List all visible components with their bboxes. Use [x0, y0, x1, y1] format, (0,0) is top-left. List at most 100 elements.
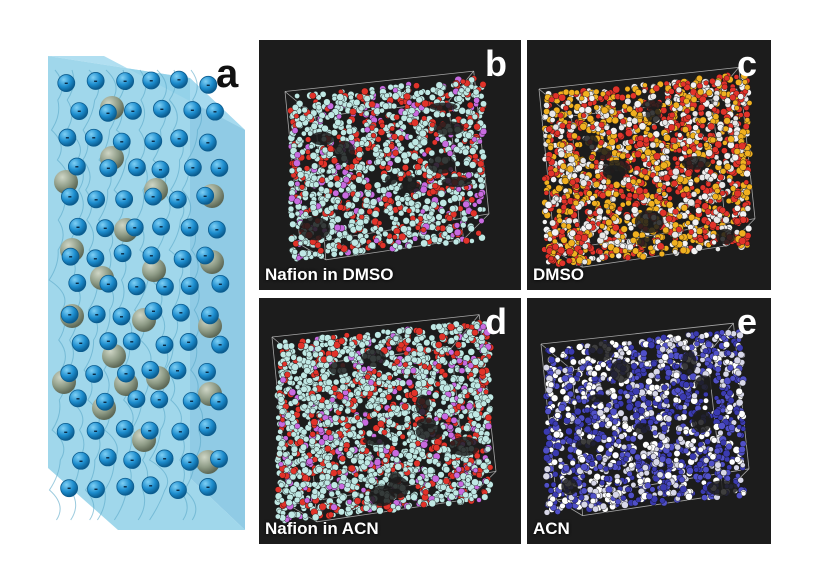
atom — [656, 242, 665, 251]
atom — [380, 160, 387, 167]
atom — [309, 204, 317, 211]
atom — [560, 222, 567, 229]
atom — [620, 225, 628, 233]
atom — [334, 224, 341, 232]
atom — [612, 181, 621, 189]
atom — [548, 96, 555, 103]
atom — [402, 217, 410, 225]
atom — [580, 234, 588, 242]
atom — [301, 107, 308, 114]
atom — [408, 107, 416, 115]
atom — [356, 151, 363, 159]
atom — [364, 126, 371, 133]
anion: - — [58, 128, 77, 147]
atom — [553, 196, 560, 202]
anion-charge-label: - — [76, 219, 80, 233]
anion: - — [169, 481, 187, 500]
atom — [371, 410, 378, 418]
atom — [559, 122, 566, 130]
atom — [546, 133, 553, 140]
atom — [414, 203, 421, 210]
atom — [738, 237, 747, 245]
atom — [293, 375, 300, 382]
atom — [641, 168, 649, 175]
atom — [626, 192, 633, 199]
atom — [618, 94, 626, 102]
atom — [684, 169, 693, 177]
anion: - — [85, 365, 104, 383]
atom — [446, 150, 454, 157]
atom — [470, 209, 478, 217]
atom — [704, 208, 712, 215]
atom — [442, 239, 450, 247]
atom — [323, 98, 331, 106]
atom — [406, 243, 413, 250]
anion-charge-label: - — [135, 279, 139, 293]
atom — [593, 159, 600, 165]
atom — [435, 225, 441, 231]
void-region — [715, 228, 736, 245]
atom — [304, 126, 311, 133]
anion-charge-label: - — [121, 246, 125, 260]
anion-charge-label: - — [94, 482, 98, 496]
atom — [475, 230, 482, 237]
atom — [618, 124, 625, 131]
atom — [681, 126, 689, 134]
atom — [435, 81, 443, 89]
atom — [335, 164, 342, 171]
atom — [353, 99, 361, 107]
atom — [711, 106, 718, 113]
anion: - — [127, 390, 146, 409]
atom — [548, 255, 555, 262]
atom — [379, 107, 385, 114]
atom — [683, 97, 690, 105]
atom — [422, 107, 431, 115]
atom — [369, 89, 376, 96]
atom — [714, 140, 723, 149]
atom — [405, 503, 412, 510]
atom — [630, 178, 637, 185]
atom — [393, 156, 402, 164]
atom — [651, 124, 658, 131]
void-region — [642, 100, 663, 110]
atom — [722, 140, 728, 146]
anion-charge-label: - — [68, 189, 72, 203]
anion-charge-label: - — [176, 483, 180, 497]
atom — [311, 481, 318, 488]
polymer-strand — [48, 69, 69, 521]
atom — [290, 445, 298, 453]
atom — [688, 229, 695, 235]
atom — [593, 88, 600, 95]
anion: - — [183, 158, 202, 177]
anion: - — [144, 187, 163, 206]
atom — [586, 190, 593, 197]
atom — [612, 224, 620, 232]
anion-charge-label: - — [92, 130, 96, 144]
atom — [596, 207, 604, 216]
anion-charge-label: - — [76, 391, 80, 405]
anion-charge-label: - — [162, 337, 166, 351]
anion: - — [173, 249, 192, 268]
atom — [465, 171, 473, 179]
atom — [452, 238, 460, 246]
atom — [634, 89, 642, 96]
atom — [653, 160, 660, 166]
atom — [358, 341, 366, 349]
atom — [352, 247, 360, 255]
anion: - — [68, 274, 87, 292]
anion: - — [127, 277, 146, 296]
atom — [407, 199, 415, 207]
anion: - — [123, 451, 142, 469]
atom — [464, 323, 471, 329]
atom — [712, 100, 719, 107]
anion-charge-label: - — [94, 423, 98, 437]
atom — [685, 114, 692, 121]
anion: - — [142, 71, 161, 90]
atom — [404, 196, 411, 202]
atom — [579, 95, 585, 102]
atom — [428, 149, 436, 157]
atom — [477, 206, 484, 213]
atom — [566, 110, 573, 116]
atom — [292, 249, 298, 255]
anion-charge-label: - — [120, 309, 124, 323]
